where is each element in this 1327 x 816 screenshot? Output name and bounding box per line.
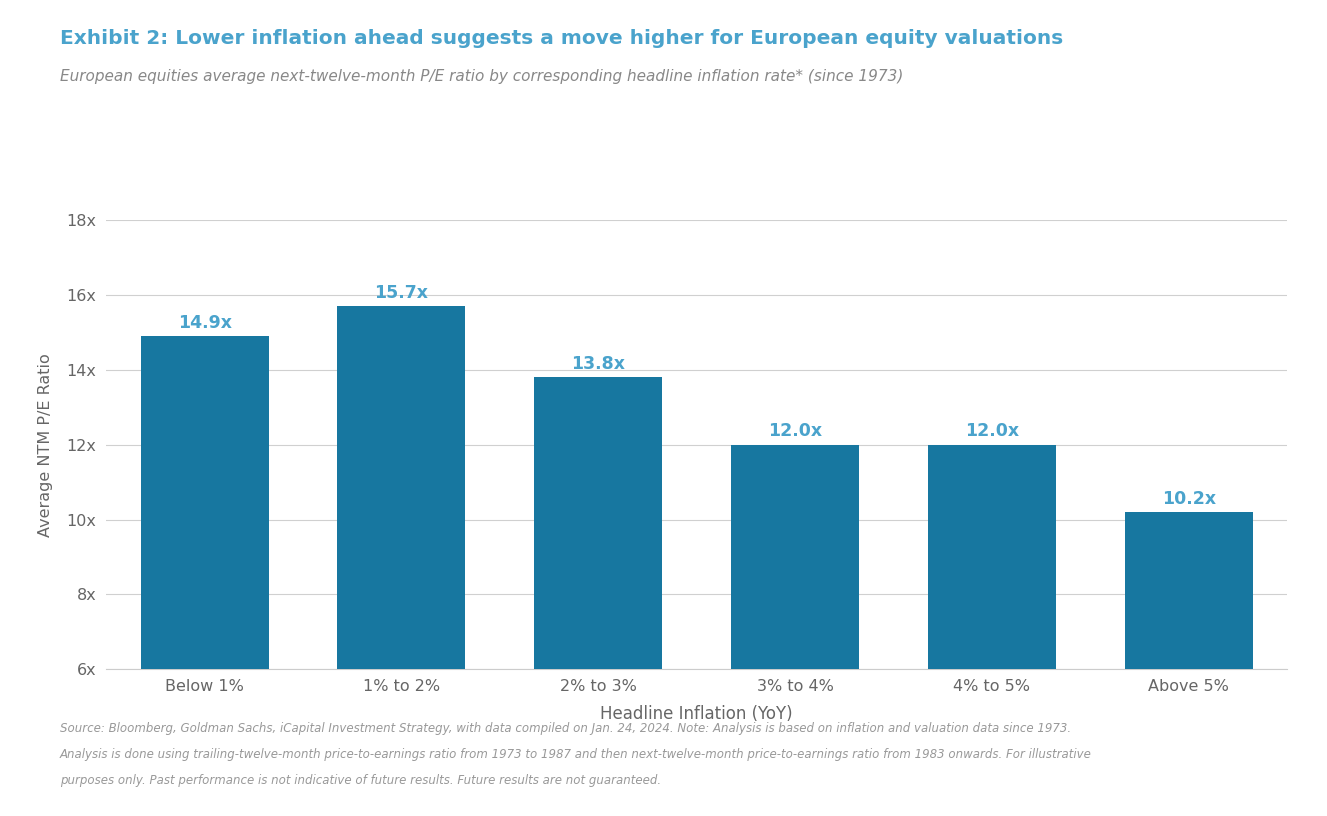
Text: Source: Bloomberg, Goldman Sachs, iCapital Investment Strategy, with data compil: Source: Bloomberg, Goldman Sachs, iCapit… — [60, 722, 1071, 735]
Text: 12.0x: 12.0x — [768, 422, 823, 441]
Bar — [928, 445, 1056, 669]
Bar — [337, 306, 466, 669]
Bar — [1125, 512, 1253, 669]
Bar — [141, 336, 268, 669]
Text: 14.9x: 14.9x — [178, 314, 232, 332]
Text: 15.7x: 15.7x — [374, 284, 429, 302]
Text: 13.8x: 13.8x — [571, 355, 625, 373]
Text: Exhibit 2: Lower inflation ahead suggests a move higher for European equity valu: Exhibit 2: Lower inflation ahead suggest… — [60, 29, 1063, 47]
Y-axis label: Average NTM P/E Ratio: Average NTM P/E Ratio — [37, 353, 53, 537]
X-axis label: Headline Inflation (YoY): Headline Inflation (YoY) — [600, 705, 794, 723]
Bar — [535, 378, 662, 669]
Bar — [731, 445, 859, 669]
Text: purposes only. Past performance is not indicative of future results. Future resu: purposes only. Past performance is not i… — [60, 774, 661, 787]
Text: 12.0x: 12.0x — [965, 422, 1019, 441]
Text: Analysis is done using trailing-twelve-month price-to-earnings ratio from 1973 t: Analysis is done using trailing-twelve-m… — [60, 748, 1092, 761]
Text: European equities average next-twelve-month P/E ratio by corresponding headline : European equities average next-twelve-mo… — [60, 69, 904, 84]
Text: 10.2x: 10.2x — [1161, 490, 1216, 508]
